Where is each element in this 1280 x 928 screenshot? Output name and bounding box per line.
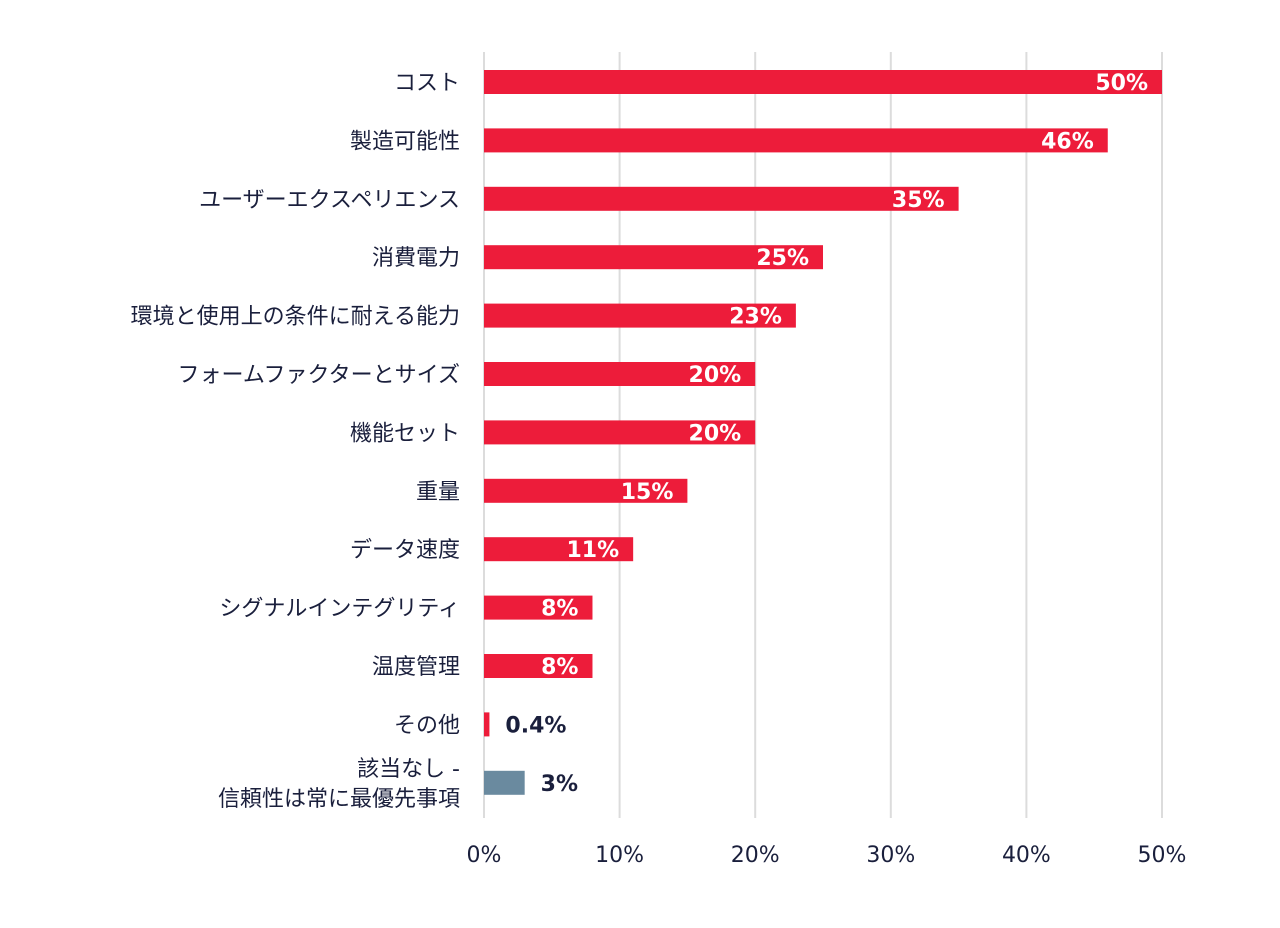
bar-value-label: 8%	[541, 655, 578, 680]
x-axis-ticks: 0% 10% 20% 30% 40% 50%	[467, 843, 1187, 868]
bars: 50% 46% 35% 25% 23% 20% 20% 15% 11% 8% 8% 0.4% 3%	[484, 70, 1162, 797]
category-label: 機能セット	[350, 421, 460, 446]
bar-value-label: 3%	[541, 772, 578, 797]
bar-value-label: 8%	[541, 597, 578, 622]
category-label: コスト	[394, 71, 460, 96]
bar	[484, 712, 490, 737]
category-label: 信頼性は常に最優先事項	[218, 787, 460, 812]
bar-value-label: 0.4%	[505, 713, 566, 738]
bar	[484, 770, 525, 795]
category-label: 温度管理	[372, 655, 460, 680]
bar-value-label: 25%	[756, 246, 809, 271]
bar-value-label: 15%	[621, 480, 674, 505]
category-label: フォームファクターとサイズ	[178, 363, 460, 388]
bar-value-label: 11%	[566, 538, 619, 563]
bar-value-label: 50%	[1095, 71, 1148, 96]
bar	[484, 303, 796, 328]
bar-value-label: 35%	[892, 188, 945, 213]
category-label: 消費電力	[372, 246, 460, 271]
category-label: データ速度	[350, 538, 460, 563]
bar	[484, 186, 959, 211]
x-tick-label: 40%	[1002, 843, 1051, 868]
category-label: 重量	[416, 480, 460, 505]
bar	[484, 654, 593, 678]
bar-value-label: 20%	[689, 363, 742, 388]
category-label: ユーザーエクスペリエンス	[199, 188, 460, 213]
x-tick-label: 30%	[866, 843, 915, 868]
category-label: 該当なし -	[357, 757, 460, 782]
bar	[484, 537, 634, 562]
bar	[484, 128, 1108, 153]
bar	[484, 245, 823, 270]
bar-value-label: 23%	[729, 305, 782, 330]
bar-value-label: 46%	[1041, 129, 1094, 154]
category-label: シグナルインテグリティ	[219, 597, 460, 622]
x-tick-label: 0%	[467, 843, 502, 868]
bar	[484, 420, 756, 445]
bar-value-label: 20%	[689, 421, 742, 446]
bar	[484, 362, 756, 386]
x-tick-label: 10%	[595, 843, 644, 868]
category-label: 環境と使用上の条件に耐える能力	[131, 305, 460, 330]
x-tick-label: 50%	[1138, 843, 1187, 868]
bar	[484, 70, 1162, 94]
bar	[484, 478, 688, 503]
x-tick-label: 20%	[731, 843, 780, 868]
category-label: その他	[394, 713, 460, 738]
category-labels: コスト製造可能性ユーザーエクスペリエンス消費電力環境と使用上の条件に耐える能力フ…	[131, 71, 460, 812]
bar	[484, 595, 593, 620]
category-label: 製造可能性	[350, 129, 460, 154]
